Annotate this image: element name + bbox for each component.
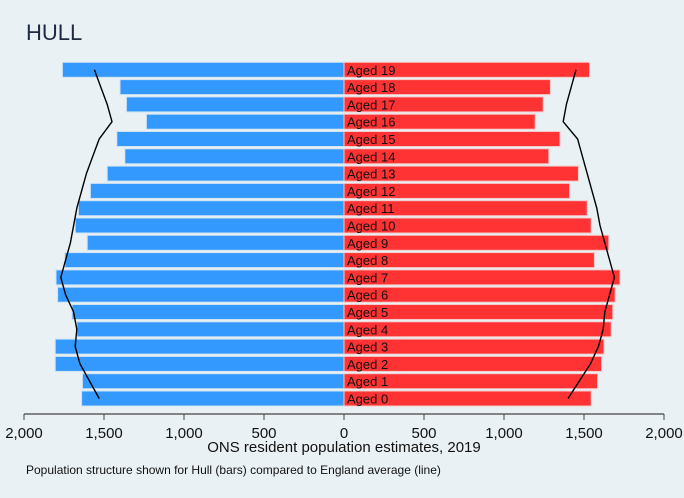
- x-tick-label: 0: [340, 425, 348, 442]
- age-label: Aged 19: [347, 63, 395, 78]
- male-bar: [89, 182, 345, 199]
- male-bar: [81, 390, 345, 407]
- male-bar: [77, 200, 345, 217]
- female-bar: [343, 269, 621, 286]
- age-label: Aged 4: [347, 322, 388, 337]
- female-bar: [343, 373, 599, 390]
- x-tick-label: 2,000: [5, 425, 43, 442]
- male-bar: [71, 304, 345, 320]
- age-label: Aged 11: [347, 201, 394, 216]
- male-bar: [116, 131, 345, 147]
- age-label: Aged 0: [347, 392, 388, 407]
- female-bar: [343, 286, 616, 303]
- age-label: Aged 6: [347, 288, 388, 303]
- x-tick-label: 1,000: [485, 425, 523, 442]
- male-bar: [86, 234, 345, 251]
- x-axis-label: ONS resident population estimates, 2019: [207, 439, 481, 456]
- male-bar: [81, 373, 345, 390]
- male-bar: [64, 252, 345, 269]
- england-average-male-line: [60, 69, 113, 399]
- female-bar: [343, 321, 612, 338]
- england-average-female-line: [562, 69, 616, 399]
- age-label: Aged 1: [347, 374, 388, 389]
- age-label: Aged 12: [347, 184, 395, 199]
- x-tick-label: 1,500: [565, 425, 603, 442]
- male-bar: [145, 113, 345, 130]
- female-bar: [343, 113, 536, 130]
- female-bar: [343, 182, 571, 199]
- male-bar: [61, 61, 345, 78]
- footnote: Population structure shown for Hull (bar…: [26, 463, 441, 477]
- age-label: Aged 17: [347, 97, 395, 112]
- male-bar: [124, 148, 345, 165]
- age-label: Aged 5: [347, 305, 388, 320]
- age-label: Aged 15: [347, 132, 395, 147]
- male-bar: [125, 96, 345, 113]
- female-bar: [343, 304, 614, 320]
- age-label: Aged 9: [347, 236, 388, 251]
- male-bar: [106, 165, 345, 182]
- age-label: Aged 14: [347, 149, 395, 164]
- age-label: Aged 8: [347, 253, 388, 268]
- age-label: Aged 3: [347, 340, 388, 355]
- x-tick-label: 500: [251, 425, 276, 442]
- age-label: Aged 16: [347, 115, 395, 130]
- female-bar: [343, 96, 544, 113]
- age-label: Aged 2: [347, 357, 388, 372]
- female-bar: [343, 200, 588, 217]
- male-bar: [76, 321, 345, 338]
- female-bar: [343, 252, 595, 269]
- chart-title: HULL: [26, 20, 82, 45]
- x-tick-label: 2,000: [645, 425, 683, 442]
- female-bar: [343, 217, 592, 234]
- female-bars: [343, 61, 621, 407]
- female-bar: [343, 79, 551, 96]
- female-bar: [343, 234, 610, 251]
- female-bar: [343, 148, 550, 165]
- age-labels: Aged 0 Aged 1 Aged 2 Aged 3 Aged 4 Aged 5 Aged…: [347, 63, 395, 407]
- age-label: Aged 18: [347, 80, 395, 95]
- male-bar: [74, 217, 345, 234]
- male-bar: [57, 286, 345, 303]
- x-tick-label: 1,500: [85, 425, 123, 442]
- female-bar: [343, 338, 605, 355]
- male-bar: [55, 269, 345, 286]
- x-tick-label: 1,000: [165, 425, 203, 442]
- age-label: Aged 10: [347, 219, 395, 234]
- female-bar: [343, 131, 561, 147]
- male-bar: [119, 79, 345, 96]
- female-bar: [343, 390, 592, 407]
- female-bar: [343, 355, 603, 372]
- male-bar: [54, 355, 345, 372]
- female-bar: [343, 165, 579, 182]
- x-axis-ticks: 2,000 1,500 1,000 500 0 500 1,000 1,500 2,000: [5, 414, 683, 442]
- age-label: Aged 13: [347, 167, 395, 182]
- male-bar: [54, 338, 345, 355]
- female-bar: [343, 61, 591, 78]
- england-average-lines: [60, 69, 616, 399]
- male-bars: [54, 61, 345, 407]
- x-tick-label: 500: [411, 425, 436, 442]
- age-label: Aged 7: [347, 270, 388, 285]
